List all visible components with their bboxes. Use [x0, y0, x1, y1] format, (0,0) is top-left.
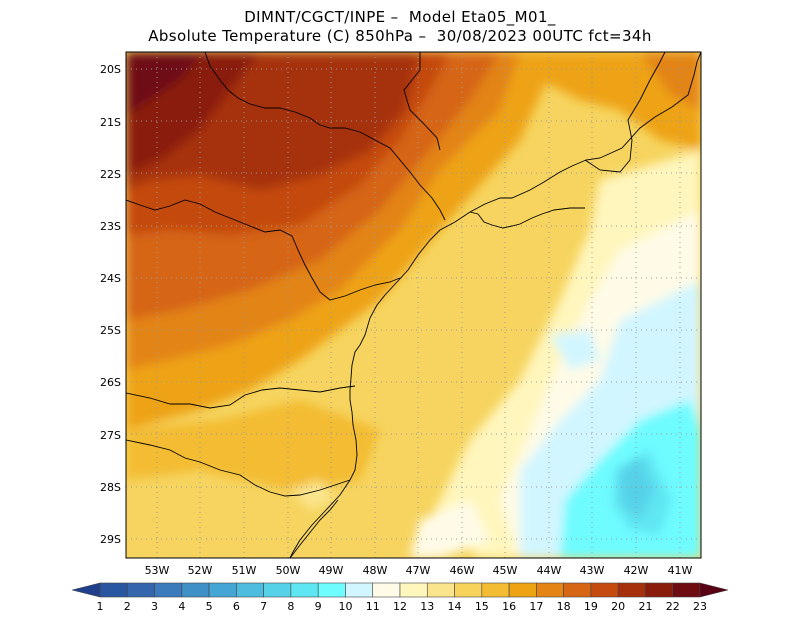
colorbar-swatch [481, 582, 510, 598]
colorbar-swatch [399, 582, 428, 598]
lon-label: 41W [668, 564, 693, 577]
colorbar-swatch [645, 582, 674, 598]
longitude-labels: 53W 52W 51W 50W 49W 48W 47W 46W 45W 44W … [145, 564, 693, 577]
colorbar [71, 582, 729, 598]
colorbar-swatch [426, 582, 455, 598]
colorbar-swatch [317, 582, 346, 598]
colorbar-swatch [208, 582, 237, 598]
colorbar-swatch [99, 582, 128, 598]
colorbar-label: 8 [287, 600, 294, 613]
colorbar-label: 3 [151, 600, 158, 613]
lon-label: 47W [406, 564, 431, 577]
colorbar-swatch [536, 582, 564, 598]
colorbar-arrow-high [699, 582, 729, 598]
lat-label: 25S [100, 324, 121, 337]
colorbar-label: 16 [502, 600, 516, 613]
colorbar-swatch [508, 582, 537, 598]
temperature-field [126, 52, 701, 558]
colorbar-label: 2 [124, 600, 131, 613]
chart-title-line-2: Absolute Temperature (C) 850hPa – 30/08/… [148, 27, 652, 45]
colorbar-label: 7 [260, 600, 267, 613]
lat-label: 26S [100, 376, 121, 389]
colorbar-labels: 1 2 3 4 5 6 7 8 9 10 11 12 13 14 15 16 17 18 19 20 21 22 23 [97, 600, 708, 613]
lon-label: 51W [232, 564, 257, 577]
colorbar-label: 1 [97, 600, 104, 613]
lat-label: 23S [100, 220, 121, 233]
lat-label: 28S [100, 481, 121, 494]
lon-label: 46W [450, 564, 475, 577]
lon-label: 42W [624, 564, 649, 577]
colorbar-label: 10 [338, 600, 352, 613]
lon-label: 43W [580, 564, 605, 577]
lat-label: 21S [100, 116, 121, 129]
lon-label: 53W [145, 564, 170, 577]
colorbar-swatch [126, 582, 155, 598]
colorbar-label: 17 [529, 600, 543, 613]
colorbar-label: 4 [178, 600, 185, 613]
latitude-labels: 20S 21S 22S 23S 24S 25S 26S 27S 28S 29S [100, 63, 121, 546]
colorbar-swatch [454, 582, 483, 598]
colorbar-label: 23 [693, 600, 707, 613]
colorbar-label: 9 [315, 600, 322, 613]
coastline-and-borders [126, 52, 701, 558]
map-frame [125, 51, 702, 559]
colorbar-label: 12 [393, 600, 407, 613]
colorbar-swatch [563, 582, 592, 598]
colorbar-label: 20 [611, 600, 625, 613]
lon-label: 48W [363, 564, 388, 577]
colorbar-swatch [290, 582, 319, 598]
lat-label: 22S [100, 168, 121, 181]
colorbar-label: 6 [233, 600, 240, 613]
lat-label: 24S [100, 272, 121, 285]
lat-label: 20S [100, 63, 121, 76]
lon-label: 49W [319, 564, 344, 577]
colorbar-arrow-low [71, 582, 101, 598]
lat-label: 27S [100, 429, 121, 442]
lat-label: 29S [100, 533, 121, 546]
colorbar-swatch [672, 582, 701, 598]
colorbar-label: 18 [557, 600, 571, 613]
colorbar-label: 11 [366, 600, 380, 613]
colorbar-swatch [590, 582, 619, 598]
lon-label: 52W [188, 564, 213, 577]
colorbar-swatch [372, 582, 401, 598]
colorbar-swatch [617, 582, 646, 598]
colorbar-label: 14 [448, 600, 462, 613]
lon-label: 50W [276, 564, 301, 577]
colorbar-label: 5 [206, 600, 213, 613]
lat-lon-grid [126, 52, 701, 558]
chart-title-line-1: DIMNT/CGCT/INPE – Model Eta05_M01_ [244, 8, 556, 26]
colorbar-label: 19 [584, 600, 598, 613]
colorbar-label: 13 [420, 600, 434, 613]
lon-label: 45W [493, 564, 518, 577]
colorbar-swatch [236, 582, 264, 598]
colorbar-swatch [181, 582, 210, 598]
colorbar-label: 21 [638, 600, 652, 613]
colorbar-swatch [154, 582, 183, 598]
colorbar-label: 22 [666, 600, 680, 613]
colorbar-swatch [263, 582, 292, 598]
colorbar-label: 15 [475, 600, 489, 613]
lon-label: 44W [537, 564, 562, 577]
colorbar-swatch [345, 582, 374, 598]
